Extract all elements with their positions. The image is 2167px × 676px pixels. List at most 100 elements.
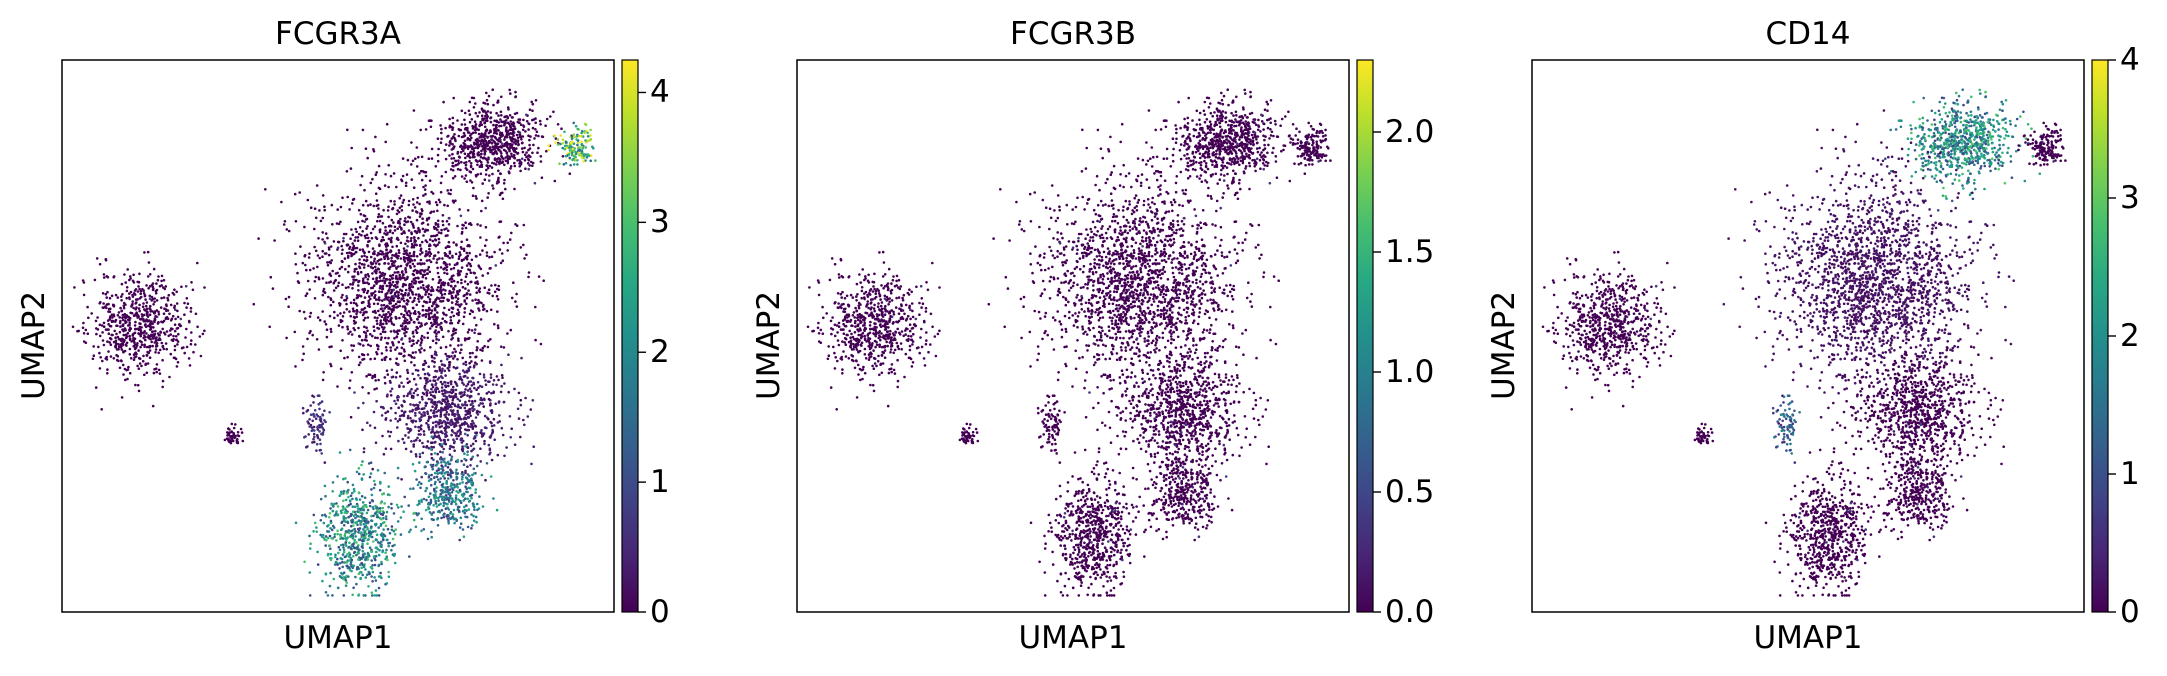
cell-point bbox=[534, 99, 538, 102]
cell-point bbox=[396, 398, 400, 402]
cell-point bbox=[454, 331, 457, 335]
cell-point bbox=[589, 128, 592, 132]
cell-point bbox=[452, 329, 456, 332]
cell-point bbox=[498, 193, 502, 197]
cell-point bbox=[479, 224, 482, 227]
cell-point bbox=[498, 160, 502, 164]
cell-point bbox=[531, 161, 535, 165]
cell-point bbox=[403, 328, 407, 332]
cell-point bbox=[454, 350, 458, 353]
cell-point bbox=[454, 199, 457, 202]
cell-point bbox=[580, 131, 583, 135]
cell-point bbox=[462, 131, 466, 135]
cell-point bbox=[406, 245, 409, 248]
cell-point bbox=[420, 424, 423, 427]
cell-point bbox=[469, 464, 472, 467]
cell-point bbox=[453, 431, 456, 435]
cell-point bbox=[96, 328, 100, 331]
cell-point bbox=[351, 198, 355, 201]
cell-point bbox=[354, 321, 358, 324]
cell-point bbox=[462, 417, 466, 421]
cell-point bbox=[150, 333, 153, 337]
cell-point bbox=[285, 336, 288, 340]
cell-point bbox=[499, 261, 503, 265]
cell-point bbox=[465, 481, 468, 485]
cell-point bbox=[393, 225, 397, 229]
cell-point bbox=[443, 472, 447, 475]
cell-point bbox=[435, 337, 438, 341]
cell-point bbox=[325, 335, 329, 339]
cell-point bbox=[196, 325, 199, 329]
cell-point bbox=[364, 273, 367, 277]
cell-point bbox=[374, 173, 378, 176]
cell-point bbox=[500, 152, 503, 155]
cell-point bbox=[443, 394, 447, 398]
cell-point bbox=[435, 332, 438, 336]
cell-point bbox=[414, 420, 418, 423]
cell-point bbox=[394, 317, 398, 320]
cell-point bbox=[449, 512, 452, 515]
cell-point bbox=[531, 109, 534, 112]
cell-point bbox=[312, 267, 315, 270]
cell-point bbox=[417, 512, 421, 515]
cell-point bbox=[305, 268, 308, 272]
cell-point bbox=[466, 292, 469, 296]
cell-point bbox=[393, 533, 397, 536]
cell-point bbox=[464, 400, 467, 404]
cell-point bbox=[124, 328, 127, 332]
cell-point bbox=[336, 529, 339, 533]
cell-point bbox=[448, 125, 452, 129]
cell-point bbox=[447, 413, 451, 416]
cell-point bbox=[189, 342, 193, 346]
cell-point bbox=[463, 374, 467, 378]
cell-point bbox=[359, 361, 362, 364]
cell-point bbox=[381, 506, 385, 510]
cell-point bbox=[447, 223, 451, 226]
cell-point bbox=[104, 292, 108, 296]
cell-point bbox=[115, 332, 118, 336]
cell-point bbox=[333, 280, 337, 283]
cell-point bbox=[431, 430, 435, 433]
cell-point bbox=[136, 342, 139, 345]
cell-point bbox=[433, 238, 437, 241]
cell-point bbox=[346, 195, 350, 199]
cell-point bbox=[357, 363, 361, 367]
cell-point bbox=[385, 349, 388, 352]
cell-point bbox=[357, 289, 360, 292]
cell-point bbox=[382, 208, 385, 212]
cell-point bbox=[406, 262, 410, 265]
cell-point bbox=[415, 201, 419, 204]
cell-point bbox=[362, 447, 366, 450]
cell-point bbox=[298, 191, 302, 194]
cell-point bbox=[121, 363, 125, 367]
cell-point bbox=[467, 243, 470, 247]
cell-point bbox=[114, 342, 118, 345]
cell-point bbox=[479, 460, 483, 463]
cell-point bbox=[444, 464, 447, 467]
cell-point bbox=[571, 158, 574, 162]
cell-point bbox=[140, 313, 144, 316]
cell-point bbox=[436, 228, 439, 232]
cell-point bbox=[438, 257, 441, 260]
cell-point bbox=[324, 544, 328, 547]
cell-point bbox=[413, 258, 417, 262]
cell-point bbox=[483, 178, 487, 181]
cell-point bbox=[135, 352, 138, 356]
cell-point bbox=[513, 125, 516, 128]
cell-point bbox=[486, 136, 489, 139]
cell-point bbox=[136, 290, 140, 293]
cell-point bbox=[378, 262, 381, 266]
cell-point bbox=[132, 345, 135, 348]
cell-point bbox=[525, 253, 528, 257]
cell-point bbox=[415, 341, 419, 345]
cell-point bbox=[504, 156, 508, 159]
cell-point bbox=[154, 314, 157, 318]
cell-point bbox=[496, 129, 500, 132]
cell-point bbox=[321, 238, 324, 241]
cell-point bbox=[507, 147, 510, 150]
cell-point bbox=[382, 277, 386, 280]
cell-point bbox=[490, 421, 493, 425]
cell-point bbox=[166, 296, 169, 300]
cell-point bbox=[484, 131, 487, 135]
cell-point bbox=[160, 341, 164, 345]
